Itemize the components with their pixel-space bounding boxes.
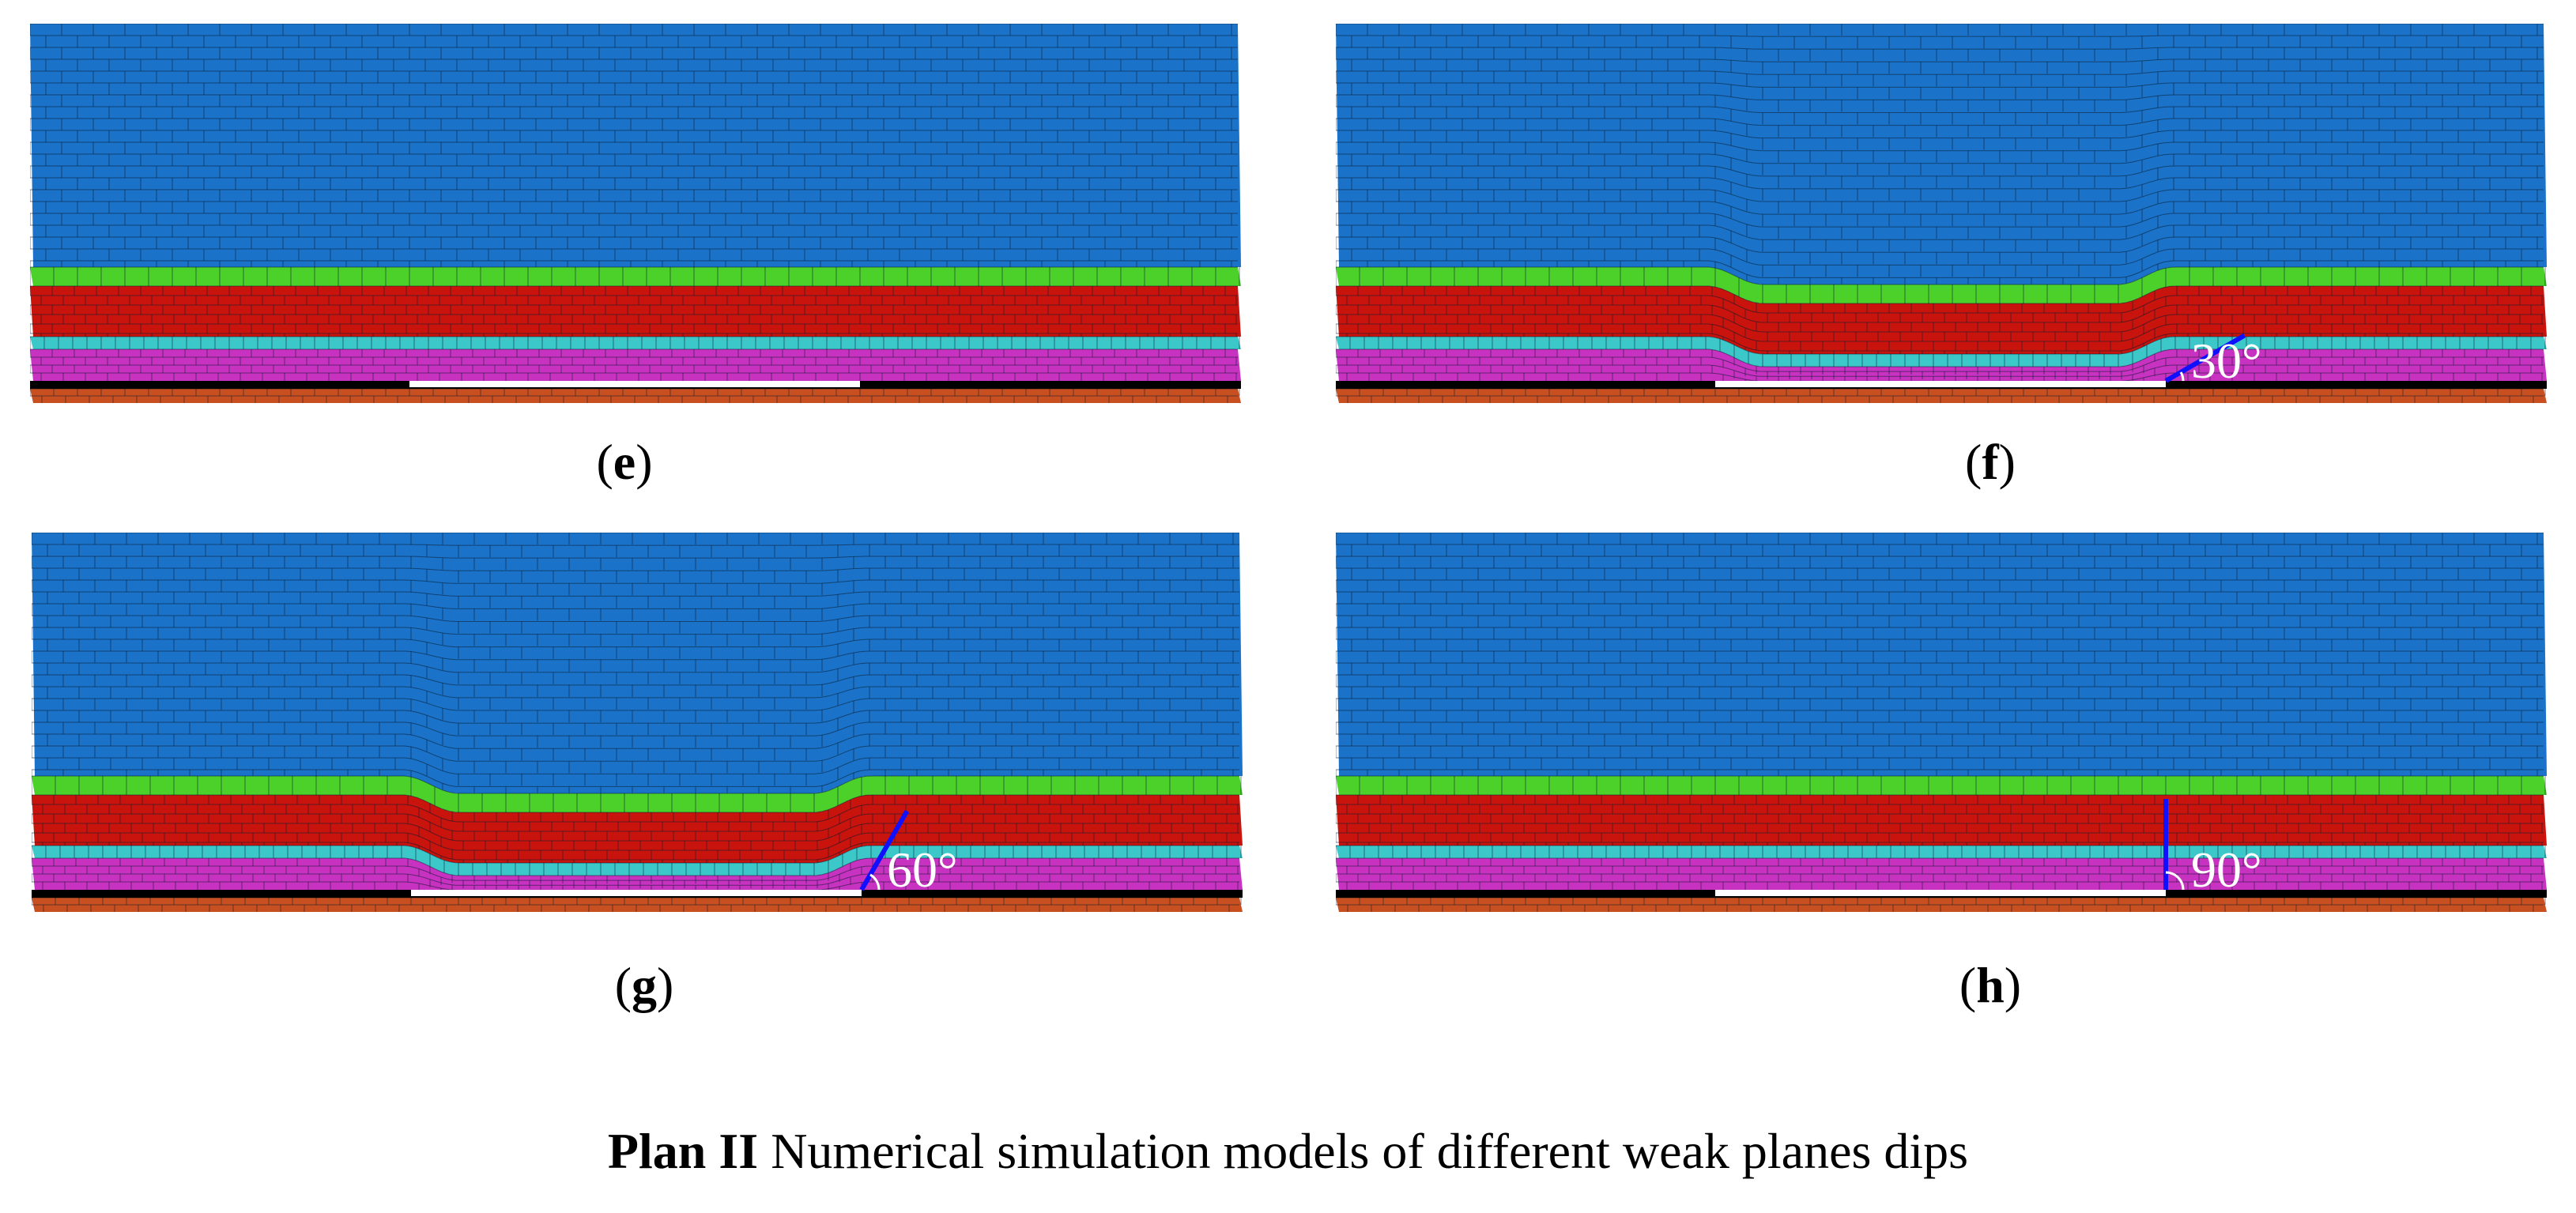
panel-h: 90° [1336, 533, 2547, 912]
layer-cyan-f [1336, 337, 2547, 367]
angle-label-h: 90° [2191, 842, 2262, 898]
grid-green-e [30, 266, 1240, 286]
angle-arc-g [869, 873, 881, 891]
panel-g: 60° [32, 533, 1243, 912]
weak-plane-f [2164, 333, 2246, 383]
panel-label-e: (e) [596, 434, 653, 490]
grid-magenta-h [1336, 857, 2544, 890]
grid-red-g [32, 794, 1239, 863]
grid-red-h [1336, 794, 2544, 846]
model-g: 60° [32, 533, 1243, 912]
grid-top-f [1336, 24, 2544, 284]
angle-arc-f [2179, 371, 2185, 382]
grid-cyan-f [1336, 336, 2546, 367]
angle-label-f: 30° [2191, 333, 2262, 389]
grid-green-h [1336, 775, 2546, 795]
layers-f: 30° [1336, 24, 2547, 403]
panel-label-h: (h) [1959, 957, 2022, 1013]
grid-magenta-e [30, 348, 1238, 381]
layer-cyan-h [1336, 846, 2547, 858]
grid-green-f [1336, 266, 2546, 303]
layer-red-h [1336, 795, 2547, 846]
goaf-e [409, 381, 860, 387]
layers-e [30, 24, 1241, 403]
goaf-g [411, 890, 862, 896]
layer-green-e [30, 267, 1241, 286]
angle-arc-h [2165, 871, 2185, 891]
panel-e [30, 24, 1241, 403]
panel-f: 30° [1336, 24, 2547, 403]
layer-top-h [1336, 533, 2547, 776]
grid-top-e [30, 24, 1238, 267]
model-e [30, 24, 1241, 403]
layer-top-f [1336, 24, 2547, 284]
layer-top-g [32, 533, 1243, 793]
figure-caption: Plan II Numerical simulation models of d… [607, 1123, 1969, 1179]
grid-cyan-e [30, 336, 1240, 349]
panel-label-g: (g) [614, 957, 674, 1013]
layer-cyan-g [32, 846, 1243, 876]
weak-plane-g [859, 809, 910, 891]
panel-label-f: (f) [1965, 434, 2016, 490]
layers-h: 90° [1336, 533, 2547, 912]
grid-cyan-h [1336, 845, 2546, 858]
layer-green-g [32, 776, 1243, 812]
layer-cyan-e [30, 337, 1241, 349]
grid-green-g [32, 775, 1242, 812]
goaf-h [1715, 890, 2166, 896]
layer-red-g [32, 795, 1243, 863]
layer-green-h [1336, 776, 2547, 795]
layer-magenta-f [1336, 349, 2547, 386]
layer-magenta-g [32, 858, 1243, 895]
layer-top-e [30, 24, 1241, 267]
grid-red-f [1336, 285, 2544, 354]
layer-green-f [1336, 267, 2547, 303]
layer-red-f [1336, 286, 2547, 354]
layer-red-e [30, 286, 1241, 337]
model-f: 30° [1336, 24, 2547, 403]
angle-label-g: 60° [887, 842, 958, 898]
grid-top-g [32, 533, 1239, 793]
model-h: 90° [1336, 533, 2547, 912]
goaf-f [1715, 381, 2166, 387]
grid-top-h [1336, 533, 2544, 776]
layers-g: 60° [32, 533, 1243, 912]
grid-cyan-g [32, 845, 1242, 876]
grid-red-e [30, 285, 1238, 337]
